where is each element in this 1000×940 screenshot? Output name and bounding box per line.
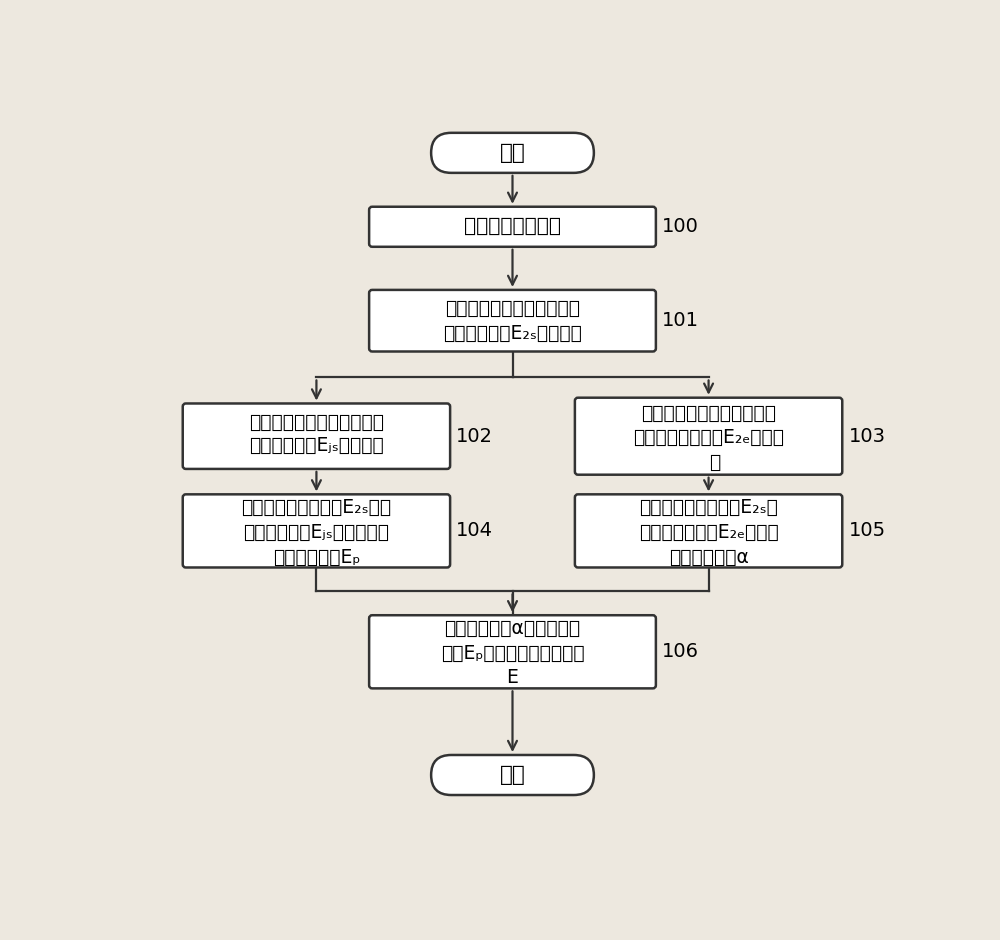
Text: 出暂定削减量Eₚ: 出暂定削减量Eₚ [273, 548, 360, 567]
Text: 根据通常运转需求量E₂ₛ与: 根据通常运转需求量E₂ₛ与 [639, 498, 778, 517]
FancyBboxPatch shape [575, 494, 842, 568]
Text: 减运转需求量Eⱼₛ进行预测: 减运转需求量Eⱼₛ进行预测 [249, 436, 384, 455]
Text: 通过模拟对通常运转时的通: 通过模拟对通常运转时的通 [445, 299, 580, 318]
Text: 利用调整系数α调整暂定削: 利用调整系数α调整暂定削 [444, 619, 581, 638]
FancyBboxPatch shape [431, 133, 594, 173]
Text: 通过数据模型对通常运转时: 通过数据模型对通常运转时 [641, 403, 776, 423]
FancyBboxPatch shape [369, 615, 656, 688]
Text: 通常运转需求量E₂ₑ的比计: 通常运转需求量E₂ₑ的比计 [639, 523, 778, 542]
Text: 的通常运转需求量E₂ₑ进行预: 的通常运转需求量E₂ₑ进行预 [633, 429, 784, 447]
Text: 减运转需求量Eⱼₛ的差分计算: 减运转需求量Eⱼₛ的差分计算 [243, 523, 389, 542]
Text: 取得预测条件数据: 取得预测条件数据 [464, 217, 561, 236]
Text: 通过模拟对削减运转时的削: 通过模拟对削减运转时的削 [249, 413, 384, 431]
FancyBboxPatch shape [575, 398, 842, 475]
Text: 100: 100 [662, 217, 699, 236]
Text: 104: 104 [456, 522, 493, 540]
Text: 测: 测 [709, 453, 720, 472]
FancyBboxPatch shape [183, 403, 450, 469]
Text: 结束: 结束 [500, 765, 525, 785]
Text: E: E [507, 668, 518, 687]
Text: 106: 106 [662, 642, 699, 662]
Text: 102: 102 [456, 427, 493, 446]
Text: 算出调整系数α: 算出调整系数α [669, 548, 749, 567]
Text: 101: 101 [662, 311, 699, 330]
Text: 开始: 开始 [500, 143, 525, 163]
FancyBboxPatch shape [183, 494, 450, 568]
FancyBboxPatch shape [431, 755, 594, 795]
Text: 常运转需求量E₂ₛ进行预测: 常运转需求量E₂ₛ进行预测 [443, 323, 582, 342]
Text: 105: 105 [848, 522, 886, 540]
FancyBboxPatch shape [369, 290, 656, 352]
Text: 减量Eₚ以计算出预测削减量: 减量Eₚ以计算出预测削减量 [441, 644, 584, 663]
Text: 103: 103 [848, 427, 885, 446]
Text: 根据通常运转需求量E₂ₛ与削: 根据通常运转需求量E₂ₛ与削 [241, 498, 391, 517]
FancyBboxPatch shape [369, 207, 656, 247]
